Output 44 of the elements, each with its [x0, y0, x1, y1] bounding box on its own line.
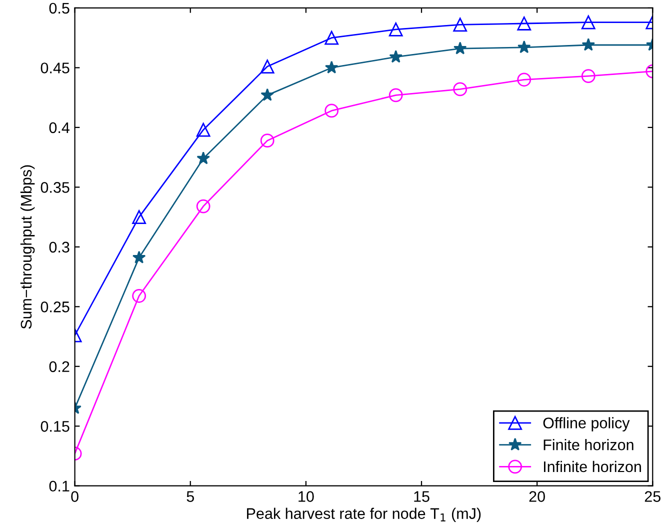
point: [388, 22, 403, 36]
x-axis-title: Peak harvest rate for node T$_{1}$ (mJ): [247, 508, 481, 522]
y-tick-label: 0.3: [49, 242, 70, 253]
x-tick-label: 5: [186, 491, 194, 502]
point: [260, 60, 274, 74]
point: [453, 42, 467, 54]
point: [388, 88, 403, 102]
point: [582, 38, 596, 51]
legend-label: Infinite horizon: [544, 460, 641, 472]
point: [324, 104, 339, 118]
point: [132, 210, 146, 224]
point: [196, 122, 210, 137]
y-tick-label: 0.2: [49, 361, 70, 372]
y-axis-title: Sum−throughput (Mbps): [20, 165, 35, 329]
y-tick-label: 0.5: [49, 2, 70, 14]
legend-label: Offline policy: [543, 417, 630, 432]
y-tick-label: 0.35: [40, 182, 70, 193]
point: [260, 134, 274, 148]
point: [581, 15, 596, 30]
y-tick-label: 0.45: [40, 62, 70, 74]
x-tick-label: 15: [414, 491, 430, 502]
point: [260, 88, 274, 101]
point: [324, 60, 338, 74]
point: [581, 69, 596, 84]
point: [196, 199, 210, 214]
x-tick-label: 10: [298, 491, 314, 502]
y-tick-label: 0.4: [49, 122, 70, 134]
point: [324, 30, 339, 45]
y-tick-label: 0.15: [40, 420, 70, 432]
x-tick-label: 0: [71, 491, 78, 502]
point: [517, 40, 531, 54]
y-tick-label: 0.1: [49, 480, 70, 492]
point: [132, 288, 146, 303]
y-tick-label: 0.25: [40, 302, 70, 312]
point: [132, 250, 146, 264]
point: [517, 72, 532, 87]
point: [517, 16, 532, 30]
x-tick-label: 20: [529, 491, 545, 502]
point: [453, 82, 468, 96]
point: [196, 152, 210, 164]
legend-label: Finite horizon: [544, 439, 634, 450]
point: [453, 18, 468, 32]
point: [389, 50, 402, 63]
x-tick-label: 25: [644, 491, 660, 502]
